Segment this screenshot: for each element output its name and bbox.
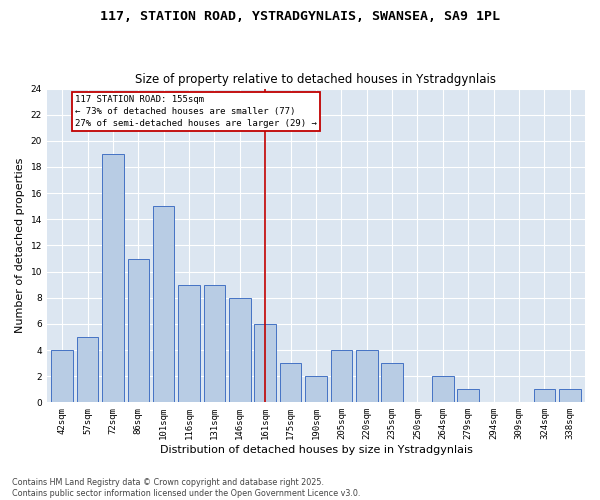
Bar — [533, 390, 555, 402]
Bar — [77, 337, 98, 402]
Text: 117 STATION ROAD: 155sqm
← 73% of detached houses are smaller (77)
27% of semi-d: 117 STATION ROAD: 155sqm ← 73% of detach… — [75, 95, 317, 128]
X-axis label: Distribution of detached houses by size in Ystradgynlais: Distribution of detached houses by size … — [160, 445, 472, 455]
Bar — [331, 350, 352, 403]
Bar — [254, 324, 276, 402]
Text: Contains HM Land Registry data © Crown copyright and database right 2025.
Contai: Contains HM Land Registry data © Crown c… — [12, 478, 361, 498]
Bar — [203, 284, 225, 403]
Bar — [559, 390, 581, 402]
Text: 117, STATION ROAD, YSTRADGYNLAIS, SWANSEA, SA9 1PL: 117, STATION ROAD, YSTRADGYNLAIS, SWANSE… — [100, 10, 500, 23]
Bar — [52, 350, 73, 403]
Bar — [457, 390, 479, 402]
Bar — [305, 376, 327, 402]
Title: Size of property relative to detached houses in Ystradgynlais: Size of property relative to detached ho… — [136, 73, 496, 86]
Bar — [432, 376, 454, 402]
Bar — [153, 206, 175, 402]
Bar — [128, 258, 149, 402]
Bar — [356, 350, 377, 403]
Bar — [382, 363, 403, 403]
Bar — [280, 363, 301, 403]
Y-axis label: Number of detached properties: Number of detached properties — [15, 158, 25, 333]
Bar — [102, 154, 124, 402]
Bar — [178, 284, 200, 403]
Bar — [229, 298, 251, 403]
